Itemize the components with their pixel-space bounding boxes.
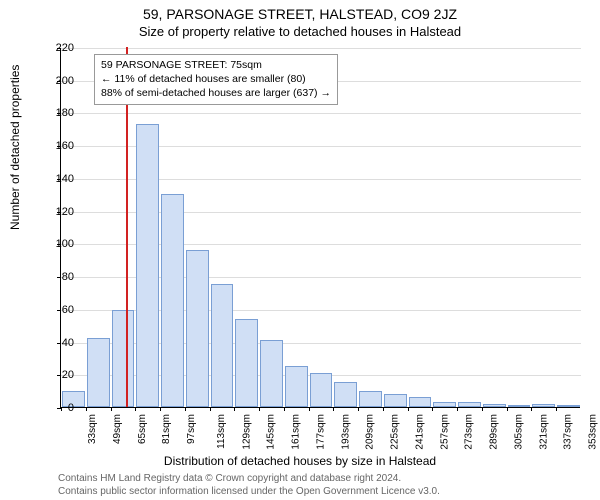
xtick-mark — [383, 407, 384, 411]
histogram-bar — [310, 373, 333, 407]
footer-line-2: Contains public sector information licen… — [58, 486, 440, 499]
ytick-mark — [57, 343, 61, 344]
xtick-mark — [507, 407, 508, 411]
xtick-label: 305sqm — [514, 414, 525, 450]
xtick-mark — [531, 407, 532, 411]
xtick-label: 257sqm — [439, 414, 450, 450]
histogram-bar — [557, 405, 580, 407]
histogram-bar — [211, 284, 234, 407]
xtick-mark — [432, 407, 433, 411]
gridline — [61, 48, 581, 49]
ytick-label: 140 — [56, 173, 74, 185]
annotation-line-2: ← 11% of detached houses are smaller (80… — [101, 72, 331, 86]
xtick-mark — [259, 407, 260, 411]
x-axis-label: Distribution of detached houses by size … — [0, 454, 600, 468]
xtick-label: 49sqm — [112, 414, 123, 444]
ytick-label: 60 — [62, 304, 74, 316]
histogram-bar — [285, 366, 308, 407]
xtick-mark — [61, 407, 62, 411]
xtick-mark — [457, 407, 458, 411]
histogram-bar — [334, 382, 357, 407]
histogram-bar — [260, 340, 283, 407]
footer-attribution: Contains HM Land Registry data © Crown c… — [58, 473, 440, 498]
ytick-mark — [57, 375, 61, 376]
xtick-label: 209sqm — [365, 414, 376, 450]
histogram-bar — [87, 338, 110, 407]
histogram-chart: 59 PARSONAGE STREET: 75sqm ← 11% of deta… — [60, 48, 580, 408]
xtick-label: 241sqm — [414, 414, 425, 450]
xtick-label: 65sqm — [137, 414, 148, 444]
histogram-bar — [508, 405, 531, 407]
xtick-label: 273sqm — [464, 414, 475, 450]
ytick-label: 100 — [56, 238, 74, 250]
gridline — [61, 113, 581, 114]
ytick-label: 20 — [62, 369, 74, 381]
ytick-label: 80 — [62, 271, 74, 283]
page-subtitle: Size of property relative to detached ho… — [0, 22, 600, 39]
xtick-mark — [210, 407, 211, 411]
xtick-label: 321sqm — [538, 414, 549, 450]
xtick-mark — [111, 407, 112, 411]
xtick-label: 177sqm — [315, 414, 326, 450]
xtick-mark — [482, 407, 483, 411]
footer-line-1: Contains HM Land Registry data © Crown c… — [58, 473, 440, 486]
histogram-bar — [384, 394, 407, 407]
xtick-label: 81sqm — [161, 414, 172, 444]
histogram-bar — [235, 319, 258, 407]
xtick-label: 129sqm — [241, 414, 252, 450]
xtick-mark — [309, 407, 310, 411]
annotation-line-3: 88% of semi-detached houses are larger (… — [101, 86, 331, 100]
y-axis-label: Number of detached properties — [8, 65, 22, 230]
xtick-label: 337sqm — [563, 414, 574, 450]
annotation-box: 59 PARSONAGE STREET: 75sqm ← 11% of deta… — [94, 54, 338, 105]
ytick-label: 220 — [56, 42, 74, 54]
ytick-label: 120 — [56, 206, 74, 218]
ytick-label: 180 — [56, 107, 74, 119]
histogram-bar — [458, 402, 481, 407]
histogram-bar — [409, 397, 432, 407]
ytick-label: 40 — [62, 337, 74, 349]
xtick-mark — [333, 407, 334, 411]
annotation-line-1: 59 PARSONAGE STREET: 75sqm — [101, 58, 331, 72]
xtick-label: 289sqm — [489, 414, 500, 450]
histogram-bar — [532, 404, 555, 407]
xtick-label: 225sqm — [390, 414, 401, 450]
xtick-mark — [556, 407, 557, 411]
histogram-bar — [136, 124, 159, 407]
xtick-mark — [358, 407, 359, 411]
histogram-bar — [186, 250, 209, 407]
ytick-label: 0 — [68, 402, 74, 414]
page-title-address: 59, PARSONAGE STREET, HALSTEAD, CO9 2JZ — [0, 0, 600, 22]
xtick-label: 33sqm — [87, 414, 98, 444]
histogram-bar — [433, 402, 456, 407]
xtick-label: 145sqm — [266, 414, 277, 450]
xtick-label: 113sqm — [216, 414, 227, 449]
xtick-label: 193sqm — [340, 414, 351, 450]
histogram-bar — [161, 194, 184, 407]
xtick-mark — [234, 407, 235, 411]
xtick-label: 353sqm — [588, 414, 599, 450]
xtick-mark — [135, 407, 136, 411]
histogram-bar — [112, 310, 135, 407]
histogram-bar — [359, 391, 382, 407]
xtick-mark — [185, 407, 186, 411]
xtick-label: 97sqm — [186, 414, 197, 444]
histogram-bar — [483, 404, 506, 407]
xtick-mark — [284, 407, 285, 411]
ytick-mark — [57, 310, 61, 311]
xtick-mark — [408, 407, 409, 411]
xtick-mark — [160, 407, 161, 411]
xtick-mark — [86, 407, 87, 411]
xtick-label: 161sqm — [291, 414, 302, 450]
ytick-label: 200 — [56, 75, 74, 87]
ytick-mark — [57, 277, 61, 278]
ytick-label: 160 — [56, 140, 74, 152]
